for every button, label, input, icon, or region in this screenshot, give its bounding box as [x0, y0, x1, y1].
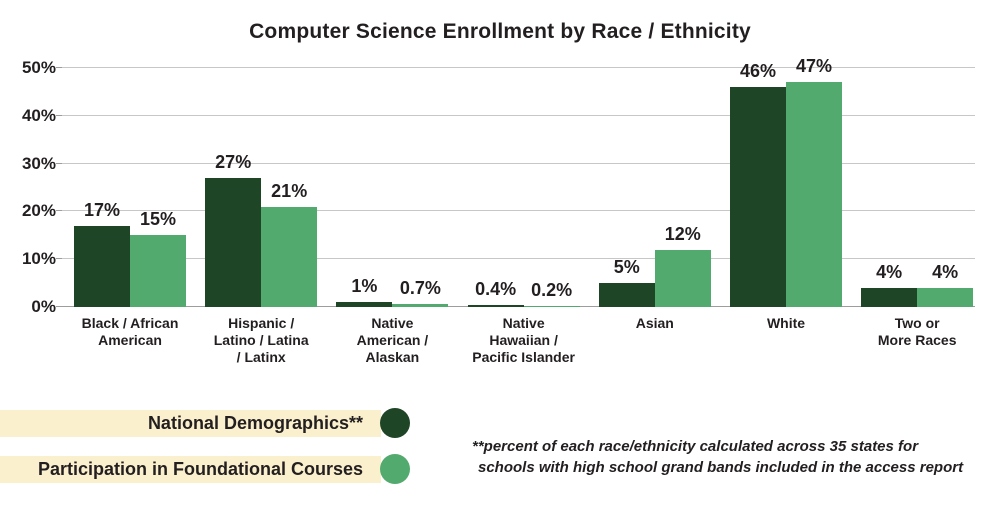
gridline: [56, 114, 975, 116]
gridline: [56, 67, 975, 68]
bar: [917, 287, 974, 307]
category-label: White: [766, 315, 806, 331]
bar-value-label: 17%: [83, 199, 121, 220]
bar-value-label: 47%: [795, 56, 833, 77]
legend-label-national-demographics: National Demographics**: [147, 413, 363, 433]
bar: [392, 303, 449, 307]
gridline: [56, 210, 975, 212]
y-axis-tick: 40%: [21, 105, 56, 125]
bar-value-label: 21%: [271, 180, 308, 201]
bar-value-label: 0.7%: [399, 277, 441, 298]
bar-value-label: 46%: [739, 61, 777, 82]
bar: [261, 206, 318, 307]
bar: [861, 287, 918, 307]
bar: [654, 249, 711, 307]
footnote: **percent of each race/ethnicity calcula…: [472, 436, 992, 478]
footnote-line-1: **percent of each race/ethnicity calcula…: [472, 438, 919, 455]
y-axis-tick: 30%: [21, 153, 56, 173]
gridline: [56, 162, 975, 164]
category-label: Native Hawaiian / Pacific Islander: [472, 315, 575, 365]
bar-value-label: 4%: [876, 261, 903, 282]
y-axis-labels: 0% 10% 20% 30% 40% 50%: [6, 59, 56, 316]
legend-swatch-participation: [380, 454, 410, 484]
chart-title: Computer Science Enrollment by Race / Et…: [249, 20, 751, 43]
bar-value-label: 12%: [664, 223, 701, 244]
bar-value-label: 5%: [613, 257, 640, 278]
bar: [598, 283, 655, 307]
bar-value-label: 15%: [139, 209, 177, 230]
bar: [74, 225, 130, 307]
y-axis-tick: 0%: [31, 297, 56, 316]
bar: [786, 82, 842, 307]
category-label: Two or More Races: [877, 315, 957, 348]
bar: [467, 305, 524, 307]
y-axis-tick: 50%: [21, 58, 56, 77]
bar-value-label: 0.2%: [531, 280, 573, 301]
y-axis-tick: 10%: [21, 249, 56, 269]
category-label: Hispanic / Latino / Latina / Latinx: [213, 315, 309, 365]
bar: [523, 306, 580, 307]
footnote-line-2: schools with high school grand bands inc…: [478, 459, 964, 476]
bar-value-label: 1%: [351, 276, 378, 297]
bar-value-label: 0.4%: [475, 279, 517, 300]
bar-value-label: 4%: [932, 261, 959, 282]
bar: [336, 302, 393, 307]
y-axis-tick: 20%: [21, 201, 56, 221]
category-label: Black / African American: [81, 315, 179, 348]
legend-label-participation: Participation in Foundational Courses: [37, 459, 363, 479]
bar: [730, 87, 786, 307]
plot-area: 17% 15% Black / African American 27% 21% Hisp…: [56, 56, 975, 365]
gridline: [56, 258, 975, 260]
legend-item-participation: Participation in Foundational Courses: [0, 456, 381, 483]
bar-value-label: 27%: [215, 151, 252, 172]
legend-swatch-national-demographics: [380, 408, 410, 438]
category-label: Native American / Alaskan: [356, 315, 429, 365]
category-label: Asian: [635, 315, 674, 331]
bar: [205, 177, 262, 307]
bar: [130, 235, 186, 307]
legend-item-national-demographics: National Demographics**: [0, 410, 381, 437]
